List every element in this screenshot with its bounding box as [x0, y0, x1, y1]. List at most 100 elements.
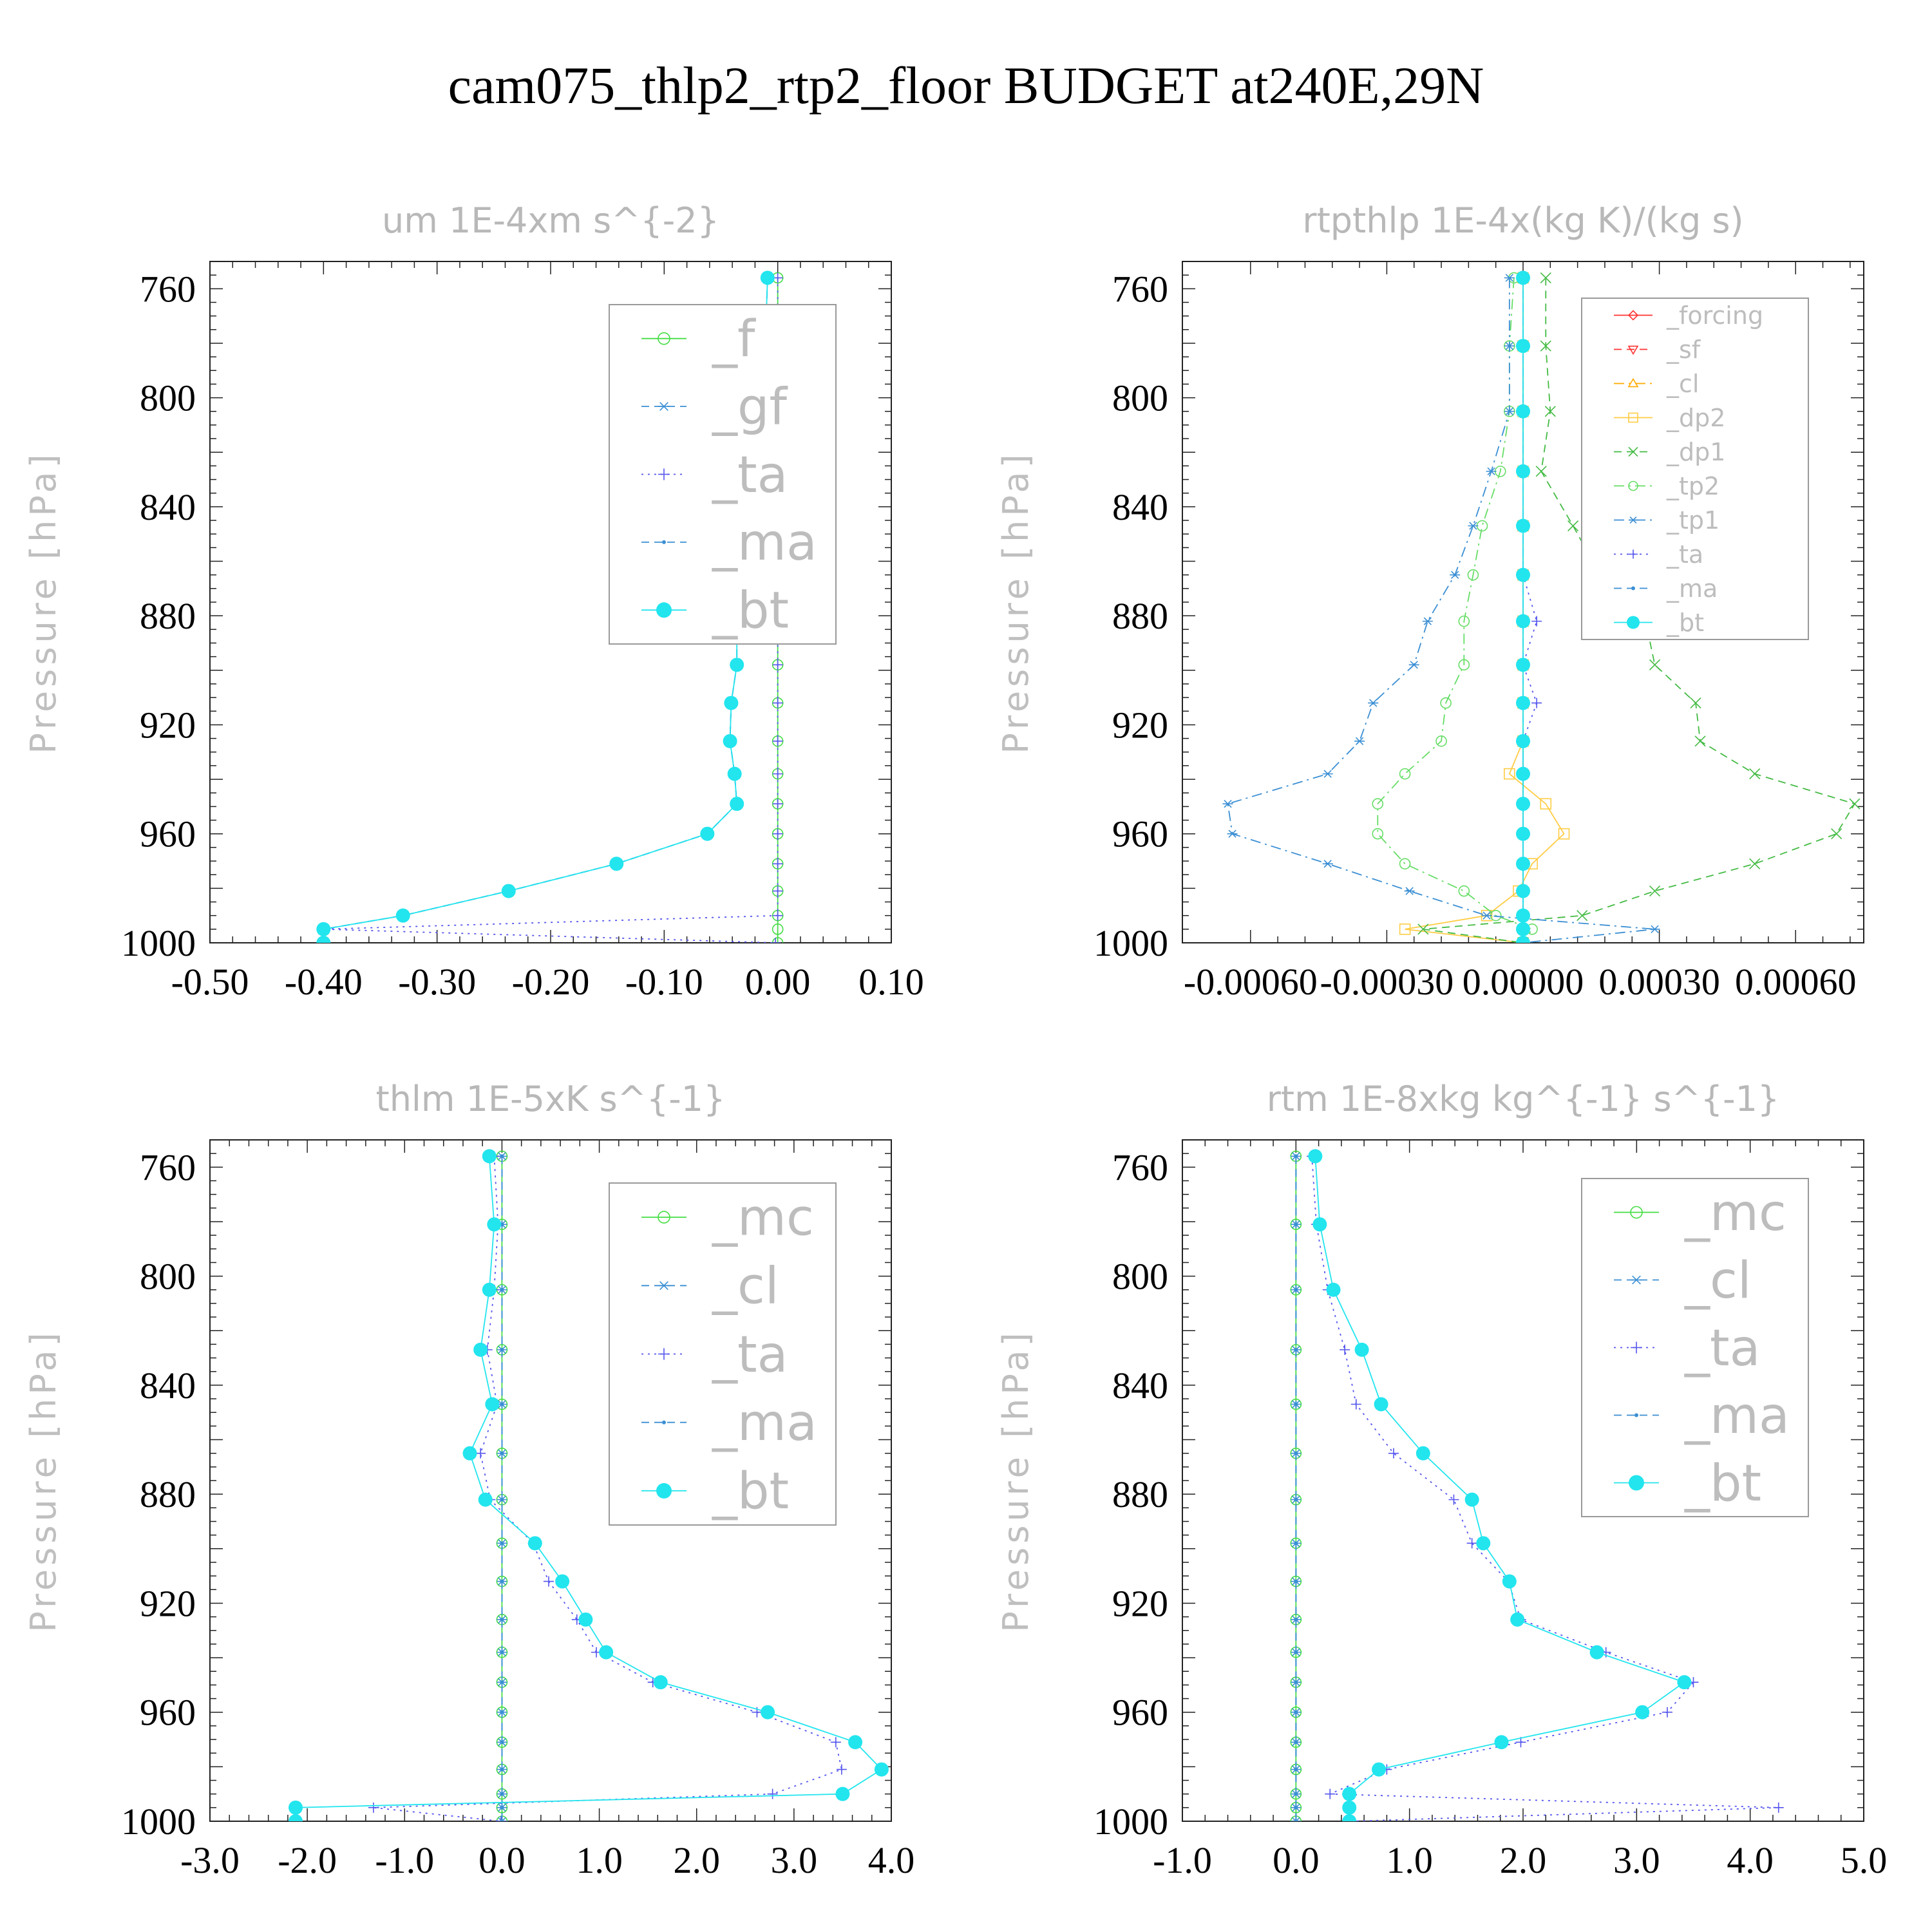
data-point — [1516, 936, 1530, 943]
data-point — [501, 884, 516, 898]
data-point — [1694, 735, 1706, 747]
legend-marker — [1630, 1206, 1643, 1219]
data-point — [700, 826, 715, 841]
data-point — [1372, 828, 1384, 840]
legend-label: _cl — [1684, 1252, 1752, 1310]
series-line — [1227, 278, 1655, 943]
x-tick-label: -0.00060 — [1184, 961, 1318, 1003]
data-point — [1516, 766, 1530, 781]
x-tick-label: -0.10 — [625, 961, 703, 1003]
data-point — [653, 1675, 668, 1690]
data-point — [874, 1762, 889, 1777]
data-point — [1467, 569, 1479, 581]
data-point — [1294, 1819, 1298, 1821]
figure-title: cam075_thlp2_rtp2_floor BUDGET at240E,29… — [448, 56, 1484, 115]
data-point — [1372, 798, 1384, 810]
axis-ticks — [209, 1139, 892, 1822]
y-tick-label: 1000 — [1094, 1801, 1168, 1842]
data-point — [1544, 406, 1556, 417]
data-point — [1516, 658, 1530, 672]
legend-box — [1581, 298, 1809, 640]
data-point — [772, 886, 783, 896]
chart-panel: rtm 1E-8xkg kg^{-1} s^{-1} Pressure [hPa]… — [996, 1079, 1887, 1881]
data-point — [1422, 617, 1433, 625]
legend-label: _cl — [1666, 370, 1699, 398]
data-point — [527, 1536, 542, 1551]
x-tick-label: 0.00 — [745, 961, 811, 1003]
data-point — [1677, 1675, 1692, 1690]
legend: _mc _cl _ta _ma _bt — [1581, 1178, 1809, 1517]
data-point — [1516, 614, 1530, 629]
legend-label: _ta — [712, 446, 788, 504]
y-tick-label: 920 — [1112, 704, 1168, 746]
data-point — [1649, 886, 1661, 897]
legend-marker — [662, 1420, 666, 1425]
x-tick-label: 0.10 — [858, 961, 924, 1003]
series-group — [1222, 270, 1861, 943]
legend-label: _f — [712, 310, 756, 368]
data-point — [1294, 1154, 1298, 1159]
data-point — [1399, 858, 1411, 870]
data-point — [1504, 342, 1515, 350]
legend-marker — [658, 402, 670, 411]
data-point — [543, 1576, 554, 1587]
data-point — [1516, 518, 1530, 533]
x-tick-label: -0.40 — [285, 961, 363, 1003]
data-point — [500, 1710, 504, 1714]
data-point — [1312, 1217, 1327, 1232]
legend-label: _ma — [712, 1394, 817, 1452]
panels: um 1E-4xm s^{-2} Pressure [hPa] 760 800 840 8… — [23, 200, 1887, 1881]
data-point — [1516, 797, 1530, 811]
x-tick-label: 0.00000 — [1463, 961, 1584, 1003]
data-point — [1342, 1786, 1357, 1801]
data-point — [1294, 1402, 1298, 1406]
legend-label: _tp2 — [1666, 472, 1719, 500]
data-point — [772, 910, 783, 921]
data-point — [1294, 1347, 1298, 1352]
chart-panel: um 1E-4xm s^{-2} Pressure [hPa] 760 800 840 8… — [23, 200, 924, 1003]
data-point — [1388, 1448, 1399, 1459]
data-point — [1466, 1538, 1477, 1549]
data-point — [1749, 768, 1761, 780]
data-point — [1476, 520, 1488, 532]
data-point — [835, 1786, 850, 1801]
series-group — [1290, 1149, 1784, 1821]
data-point — [500, 1287, 504, 1292]
data-point — [368, 1802, 379, 1813]
data-point — [1589, 1645, 1604, 1660]
data-point — [1516, 696, 1530, 710]
y-tick-label: 880 — [1112, 595, 1168, 637]
y-tick-label: 1000 — [121, 1801, 196, 1842]
data-point — [500, 1805, 504, 1810]
data-point — [727, 766, 742, 781]
data-point — [500, 1819, 504, 1821]
x-tick-label: 2.0 — [673, 1839, 720, 1881]
data-point — [1408, 661, 1419, 669]
data-point — [1516, 826, 1530, 841]
data-point — [1516, 734, 1530, 748]
data-point — [1350, 1399, 1361, 1410]
series-line — [295, 1156, 883, 1821]
legend-marker — [662, 540, 666, 544]
y-tick-label: 800 — [1112, 377, 1168, 419]
data-point — [485, 1397, 500, 1412]
data-point — [500, 1497, 504, 1502]
data-point — [1294, 1740, 1298, 1745]
data-point — [1831, 828, 1842, 840]
data-point — [1458, 659, 1470, 671]
data-point — [1294, 1710, 1298, 1714]
data-point — [1464, 1492, 1479, 1507]
data-point — [1540, 340, 1551, 352]
data-point — [1516, 404, 1530, 419]
x-tick-label: 4.0 — [868, 1839, 915, 1881]
x-tick-label: 5.0 — [1841, 1839, 1888, 1881]
data-point — [500, 1680, 504, 1685]
data-point — [1516, 464, 1530, 478]
legend-label: _ma — [1684, 1387, 1790, 1445]
y-tick-label: 800 — [140, 1256, 196, 1298]
y-tick-label: 760 — [1112, 268, 1168, 310]
data-point — [1458, 885, 1470, 897]
legend: _mc _cl _ta _ma _bt — [609, 1182, 837, 1526]
data-point — [1372, 1762, 1387, 1777]
y-axis-label: Pressure [hPa] — [996, 450, 1036, 753]
